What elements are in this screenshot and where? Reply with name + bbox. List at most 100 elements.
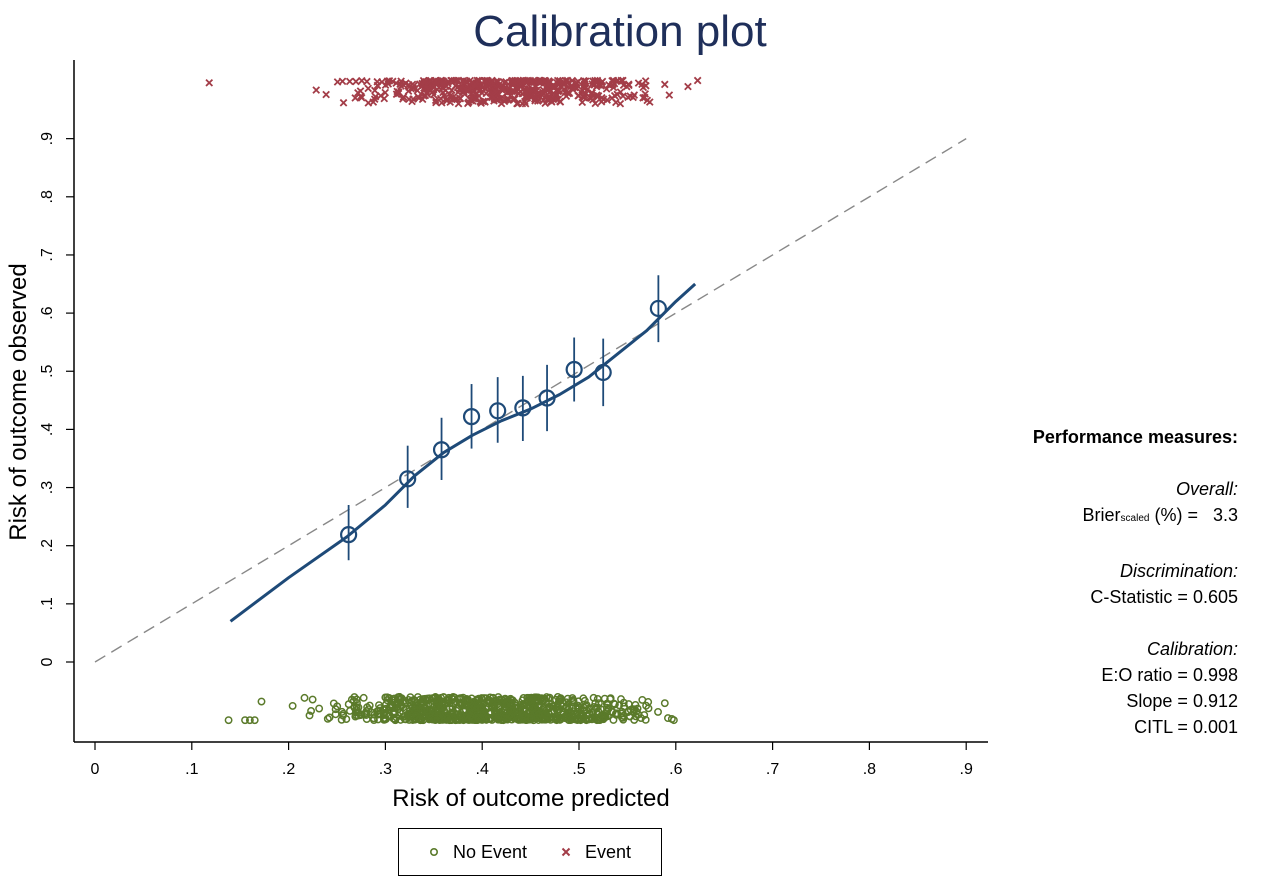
event-marker [684,82,692,91]
event-marker [660,80,669,89]
no-event-marker [447,716,455,725]
reference-line [94,138,967,663]
no-event-marker [576,715,585,724]
no-event-marker [654,707,662,716]
event-marker [440,92,448,100]
no-event-marker [553,703,562,712]
no-event-marker [380,715,389,724]
no-event-marker [485,714,494,723]
event-marker [509,87,518,95]
no-event-marker [474,694,483,703]
event-marker [583,86,591,94]
reference-line-layer [94,138,967,663]
no-event-marker [331,710,340,719]
event-marker [619,81,628,89]
event-marker [511,94,519,103]
no-event-marker [593,694,602,703]
performance-measures-panel: Performance measures: Overall: Brierscal… [938,424,1238,740]
grouped-point [538,389,556,407]
event-marker [354,89,362,97]
no-event-marker [630,705,639,714]
event-marker [414,92,422,101]
no-event-marker [556,713,565,722]
event-marker [640,93,649,102]
x-marker-icon [561,847,571,857]
event-marker [497,86,506,94]
no-event-marker [413,703,421,712]
no-event-marker [601,713,610,722]
no-event-marker [589,693,598,702]
event-marker [443,96,451,105]
no-event-marker [471,715,480,724]
no-event-marker [403,712,412,721]
y-tick-label: .4 [39,423,56,436]
brier-prefix: Brier [1082,505,1121,525]
no-event-marker [545,702,554,711]
event-marker [388,77,397,86]
no-event-marker [664,714,672,723]
citl: CITL = 0.001 [1134,717,1238,737]
grouped-points [340,275,667,561]
event-marker [413,86,422,95]
no-event-marker [432,697,441,706]
no-event-marker [593,703,602,712]
grouped-point [399,470,417,488]
no-event-marker [456,711,465,720]
no-event-marker [359,693,368,702]
event-marker [431,96,440,105]
no-event-marker [608,707,617,716]
event-marker [480,77,488,85]
no-event-marker [508,700,516,709]
no-event-marker [569,696,578,704]
c-statistic: C-Statistic = 0.605 [1090,587,1238,607]
no-event-marker [437,703,446,711]
no-event-marker [453,711,462,720]
y-axis-title: Risk of outcome observed [5,263,32,540]
event-marker [537,90,545,98]
event-marker [420,78,429,86]
event-marker [452,94,461,103]
event-marker [693,76,702,85]
no-event-marker [423,706,432,715]
y-tick-label: .1 [39,597,56,610]
event-marker [549,83,558,92]
no-event-marker [390,715,399,724]
no-event-marker [565,713,574,722]
no-event-marker [473,696,481,705]
no-event-marker [562,704,571,712]
no-event-marker [660,699,669,708]
event-marker [634,79,643,87]
no-event-marker [580,706,589,715]
event-marker [591,99,600,108]
no-event-marker [613,709,622,718]
event-marker [440,79,449,88]
no-event-marker [257,697,266,706]
no-event-marker [383,696,392,705]
no-event-marker [383,693,392,702]
event-marker [588,88,597,97]
no-event-marker [419,716,428,725]
no-event-marker [323,714,332,723]
no-event-marker [245,716,254,725]
no-event-marker [574,697,583,706]
brier-score: Brierscaled (%) = 3.3 [938,502,1238,532]
event-marker [333,78,342,86]
event-marker [565,89,574,98]
event-markers [205,76,702,108]
discrimination-label: Discrimination: [1119,561,1238,581]
event-marker [629,93,637,102]
event-marker [539,86,548,94]
event-marker [514,99,522,108]
no-event-marker [354,703,363,712]
grouped-point [462,408,481,426]
no-event-marker [442,696,451,705]
event-marker [521,88,530,96]
event-marker [616,88,625,96]
x-tick-label: .2 [282,761,295,778]
event-marker [490,93,498,102]
circle-marker-icon [429,847,438,857]
no-event-marker [541,715,550,724]
no-event-marker [493,700,502,709]
no-event-marker [452,706,461,715]
event-marker [422,77,431,86]
